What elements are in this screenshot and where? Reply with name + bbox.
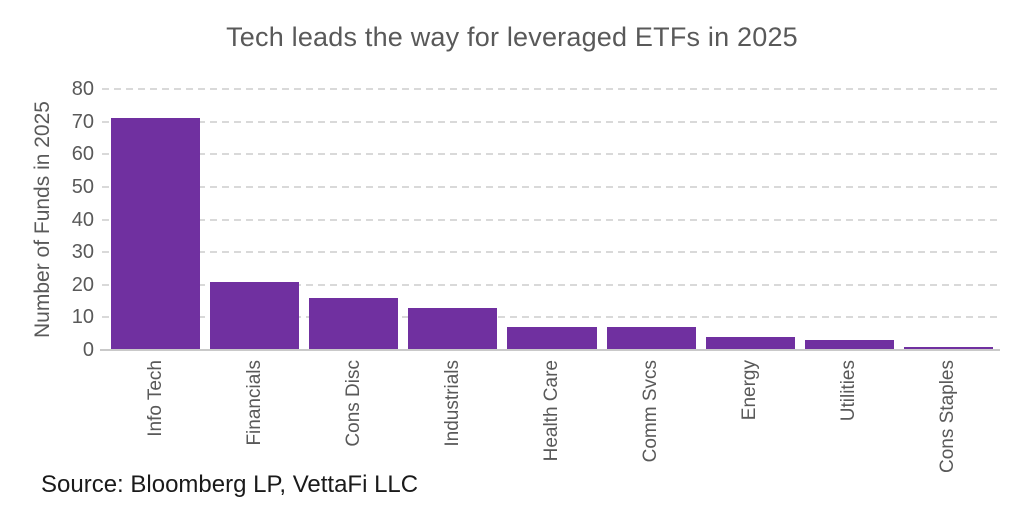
y-tick-label-60: 60 — [71, 143, 94, 166]
x-tick-label-financials: Financials — [243, 360, 265, 446]
bar-health-care — [507, 327, 597, 350]
bar-info-tech — [110, 118, 201, 350]
x-axis-line — [100, 349, 1000, 351]
x-tick-label-cons-disc: Cons Disc — [342, 360, 364, 447]
x-tick-label-comm-svcs: Comm Svcs — [640, 360, 662, 463]
gridline-10 — [102, 316, 998, 319]
y-tick-label-0: 0 — [82, 339, 94, 361]
x-tick-label-cons-staples: Cons Staples — [937, 360, 959, 474]
x-tick-label-energy: Energy — [739, 360, 761, 421]
bar-industrials — [408, 307, 498, 350]
source-note: Source: Bloomberg LP, VettaFi LLC — [41, 471, 419, 498]
gridline-60 — [102, 153, 998, 156]
bar-comm-svcs — [606, 327, 696, 350]
gridline-20 — [102, 283, 998, 286]
y-tick-label-20: 20 — [71, 273, 94, 296]
y-tick-label-80: 80 — [71, 78, 94, 100]
y-tick-label-10: 10 — [71, 306, 94, 329]
y-tick-label-50: 50 — [71, 175, 94, 198]
gridline-80 — [102, 88, 998, 90]
x-tick-label-industrials: Industrials — [441, 360, 463, 447]
y-tick-label-40: 40 — [71, 208, 94, 231]
x-tick-label-info-tech: Info Tech — [144, 360, 166, 437]
bar-utilities — [804, 340, 894, 350]
bar-cons-disc — [309, 297, 399, 350]
gridline-50 — [102, 185, 998, 188]
gridline-30 — [102, 251, 998, 254]
y-axis-tick-labels: 0 10 20 30 40 50 60 70 80 — [48, 78, 94, 361]
y-tick-label-70: 70 — [71, 110, 94, 133]
bar-energy — [705, 336, 795, 350]
gridline-70 — [102, 120, 998, 123]
y-tick-label-30: 30 — [71, 241, 94, 264]
x-tick-label-utilities: Utilities — [838, 360, 860, 422]
x-tick-label-health-care: Health Care — [541, 360, 562, 462]
chart-title: Tech leads the way for leveraged ETFs in… — [226, 22, 798, 52]
bar-financials — [210, 281, 300, 350]
bar-cons-staples — [903, 346, 994, 350]
gridline-40 — [102, 218, 998, 221]
plot-area — [102, 88, 998, 350]
